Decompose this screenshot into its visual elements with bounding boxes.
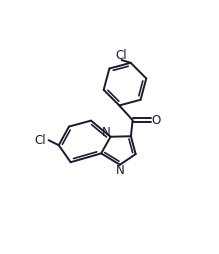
Text: Cl: Cl bbox=[116, 49, 127, 62]
Text: N: N bbox=[116, 164, 125, 177]
Text: N: N bbox=[102, 126, 111, 139]
Text: O: O bbox=[151, 114, 161, 127]
Text: Cl: Cl bbox=[34, 134, 46, 147]
